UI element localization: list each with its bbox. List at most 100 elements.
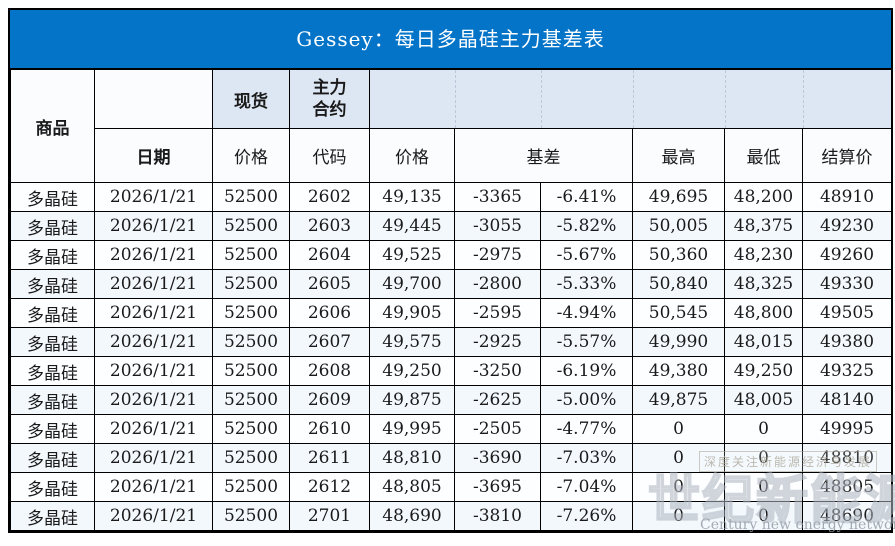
cell-basis-percent: -5.33% (540, 269, 633, 299)
basis-table: 商品 现货 主力 合约 日期 价格 代码 价格 (10, 69, 893, 531)
cell-basis-value: -2925 (454, 327, 541, 357)
cell-low: 0 (724, 472, 803, 502)
cell-high: 50,545 (632, 298, 725, 328)
cell-basis-value: -3055 (454, 211, 541, 241)
cell-contract-code: 2607 (289, 327, 370, 357)
cell-contract-code: 2611 (289, 443, 370, 473)
cell-futures-price: 49,905 (369, 298, 455, 328)
dashed-divider (725, 70, 726, 128)
header-spot-price: 价格 (212, 128, 290, 183)
cell-high: 49,695 (632, 182, 725, 212)
table-row: 多晶硅 2026/1/21 52500 2611 48,810 -3690 -7… (10, 443, 893, 473)
cell-spot-price: 52500 (212, 327, 290, 357)
cell-basis-percent: -5.82% (540, 211, 633, 241)
cell-date: 2026/1/21 (94, 298, 213, 328)
cell-date: 2026/1/21 (94, 501, 213, 531)
cell-low: 48,800 (724, 298, 803, 328)
header-row-columns: 日期 价格 代码 价格 基差 最高 最低 结算价 (11, 128, 893, 183)
cell-basis-percent: -5.00% (540, 385, 633, 415)
cell-basis-percent: -5.67% (540, 240, 633, 270)
cell-commodity: 多晶硅 (10, 356, 95, 386)
dashed-divider (803, 70, 804, 128)
cell-spot-price: 52500 (212, 356, 290, 386)
cell-basis-value: -2505 (454, 414, 541, 444)
table-row: 多晶硅 2026/1/21 52500 2602 49,135 -3365 -6… (10, 182, 893, 212)
header-high: 最高 (632, 128, 725, 183)
cell-settlement: 49325 (801, 356, 893, 386)
cell-futures-price: 49,700 (369, 269, 455, 299)
cell-contract-code: 2606 (289, 298, 370, 328)
cell-spot-price: 52500 (212, 182, 290, 212)
cell-high: 50,840 (632, 269, 725, 299)
cell-spot-price: 52500 (212, 385, 290, 415)
table-row: 多晶硅 2026/1/21 52500 2608 49,250 -3250 -6… (10, 356, 893, 386)
header-date: 日期 (94, 128, 213, 183)
table-row: 多晶硅 2026/1/21 52500 2609 49,875 -2625 -5… (10, 385, 893, 415)
page-title: Gessey：每日多晶硅主力基差表 (10, 10, 891, 69)
header-merged-top-cell (368, 69, 893, 129)
cell-low: 48,015 (724, 327, 803, 357)
cell-settlement: 49995 (801, 414, 893, 444)
dashed-divider (541, 70, 542, 128)
cell-futures-price: 48,805 (369, 472, 455, 502)
header-low: 最低 (724, 128, 803, 183)
cell-basis-value: -3365 (454, 182, 541, 212)
table-row: 多晶硅 2026/1/21 52500 2603 49,445 -3055 -5… (10, 211, 893, 241)
cell-low: 48,230 (724, 240, 803, 270)
cell-date: 2026/1/21 (94, 472, 213, 502)
cell-low: 49,250 (724, 356, 803, 386)
cell-low: 0 (724, 414, 803, 444)
cell-contract-code: 2610 (289, 414, 370, 444)
cell-date: 2026/1/21 (94, 414, 213, 444)
cell-commodity: 多晶硅 (10, 414, 95, 444)
cell-basis-value: -2625 (454, 385, 541, 415)
cell-contract-code: 2612 (289, 472, 370, 502)
header-basis: 基差 (454, 128, 633, 183)
cell-basis-value: -2800 (454, 269, 541, 299)
basis-table-sheet: Gessey：每日多晶硅主力基差表 商品 现货 主力 合约 (8, 8, 893, 533)
header-main-contract-line1: 主力 (312, 77, 347, 98)
cell-settlement: 49380 (801, 327, 893, 357)
cell-date: 2026/1/21 (94, 327, 213, 357)
cell-spot-price: 52500 (212, 298, 290, 328)
cell-date: 2026/1/21 (94, 443, 213, 473)
cell-settlement: 48810 (801, 443, 893, 473)
cell-low: 48,200 (724, 182, 803, 212)
cell-high: 50,005 (632, 211, 725, 241)
cell-settlement: 48805 (801, 472, 893, 502)
cell-settlement: 48910 (801, 182, 893, 212)
cell-commodity: 多晶硅 (10, 211, 95, 241)
header-code: 代码 (289, 128, 370, 183)
header-row-groups: 商品 现货 主力 合约 (10, 69, 893, 183)
cell-commodity: 多晶硅 (10, 182, 95, 212)
cell-contract-code: 2609 (289, 385, 370, 415)
cell-settlement: 48690 (801, 501, 893, 531)
header-settlement: 结算价 (801, 128, 893, 183)
cell-futures-price: 49,995 (369, 414, 455, 444)
cell-settlement: 49505 (801, 298, 893, 328)
cell-contract-code: 2608 (289, 356, 370, 386)
cell-basis-value: -2975 (454, 240, 541, 270)
cell-commodity: 多晶硅 (10, 501, 95, 531)
cell-low: 0 (724, 501, 803, 531)
cell-spot-price: 52500 (212, 501, 290, 531)
table-row: 多晶硅 2026/1/21 52500 2612 48,805 -3695 -7… (10, 472, 893, 502)
header-commodity: 商品 (10, 69, 95, 183)
cell-basis-percent: -7.03% (540, 443, 633, 473)
cell-basis-percent: -4.77% (540, 414, 633, 444)
cell-futures-price: 49,135 (369, 182, 455, 212)
cell-basis-value: -3695 (454, 472, 541, 502)
cell-low: 48,325 (724, 269, 803, 299)
cell-spot-price: 52500 (212, 269, 290, 299)
cell-contract-code: 2602 (289, 182, 370, 212)
cell-low: 48,375 (724, 211, 803, 241)
dashed-divider (633, 70, 634, 128)
cell-date: 2026/1/21 (94, 356, 213, 386)
cell-futures-price: 48,810 (369, 443, 455, 473)
cell-high: 50,360 (632, 240, 725, 270)
cell-basis-value: -3810 (454, 501, 541, 531)
cell-basis-percent: -5.57% (540, 327, 633, 357)
cell-low: 0 (724, 443, 803, 473)
header-empty-cell (94, 69, 213, 129)
cell-spot-price: 52500 (212, 414, 290, 444)
